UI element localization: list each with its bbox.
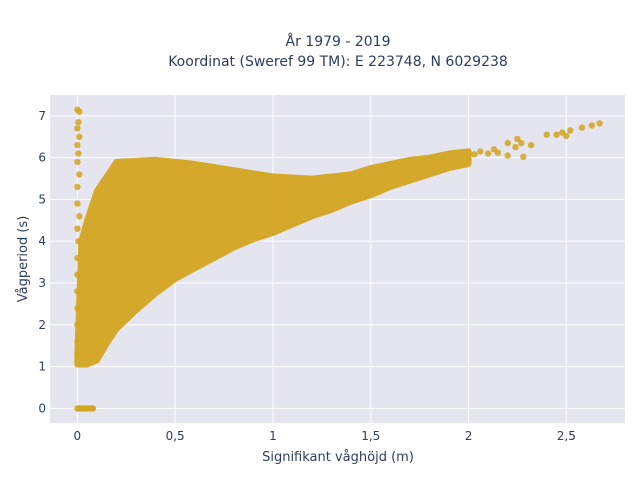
scatter-point (471, 151, 478, 158)
scatter-point (75, 238, 82, 245)
data-points (74, 106, 603, 412)
y-tick-label: 7 (38, 109, 46, 123)
scatter-point (74, 288, 81, 295)
scatter-point (75, 150, 82, 157)
scatter-point (567, 127, 574, 134)
scatter-point (76, 133, 83, 140)
scatter-point (74, 254, 81, 262)
scatter-point (553, 131, 560, 138)
scatter-point (74, 304, 81, 312)
y-tick-label: 1 (38, 360, 46, 374)
scatter-point (74, 141, 81, 149)
scatter-point (588, 122, 595, 129)
x-tick-label: 1,5 (361, 429, 380, 443)
y-tick-label: 3 (38, 276, 46, 290)
x-tick-label: 1 (269, 429, 277, 443)
scatter-point (563, 132, 570, 140)
y-tick-label: 5 (38, 192, 46, 206)
scatter-point (76, 108, 83, 115)
y-tick-label: 6 (38, 151, 46, 165)
x-tick-labels: 0 0,5 1 1,5 2 2,5 (74, 429, 576, 443)
scatter-point (74, 183, 81, 191)
scatter-point (512, 144, 519, 151)
y-tick-label: 0 (38, 401, 46, 415)
scatter-point (477, 148, 484, 155)
scatter-point (518, 139, 525, 147)
scatter-point (76, 171, 83, 178)
scatter-point (75, 119, 82, 126)
x-tick-label: 2,5 (557, 429, 576, 443)
y-axis-title: Vågperiod (s) (16, 216, 31, 303)
scatter-point (76, 213, 83, 220)
scatter-point (504, 139, 511, 147)
y-tick-label: 2 (38, 318, 46, 332)
scatter-point (494, 149, 502, 156)
scatter-point (527, 141, 535, 149)
scatter-point (74, 225, 81, 232)
scatter-point (484, 150, 492, 157)
scatter-point (74, 321, 81, 328)
scatter-point (74, 338, 81, 345)
x-tick-label: 2 (465, 429, 473, 443)
scatter-point (74, 271, 81, 278)
scatter-point (74, 350, 81, 358)
y-tick-labels: 0 1 2 3 4 5 6 7 (38, 109, 46, 415)
scatter-point (514, 135, 521, 143)
x-tick-label: 0,5 (166, 429, 185, 443)
point-cloud (74, 148, 472, 368)
chart-title-line2: Koordinat (Sweref 99 TM): E 223748, N 60… (168, 54, 508, 70)
scatter-point (578, 124, 586, 131)
scatter-point (520, 153, 527, 160)
scatter-point (596, 120, 603, 127)
y-tick-label: 4 (38, 234, 46, 248)
scatter-point (504, 152, 511, 159)
scatter-point (74, 158, 81, 166)
chart-title-line1: År 1979 - 2019 (286, 33, 391, 50)
x-tick-label: 0 (74, 429, 82, 443)
x-axis-title: Signifikant våghöjd (m) (262, 450, 414, 465)
point-cloud-layer (74, 148, 472, 368)
scatter-point (543, 131, 550, 138)
scatter-point (89, 405, 97, 412)
scatter-point (74, 200, 81, 207)
scatter-point (74, 125, 81, 132)
